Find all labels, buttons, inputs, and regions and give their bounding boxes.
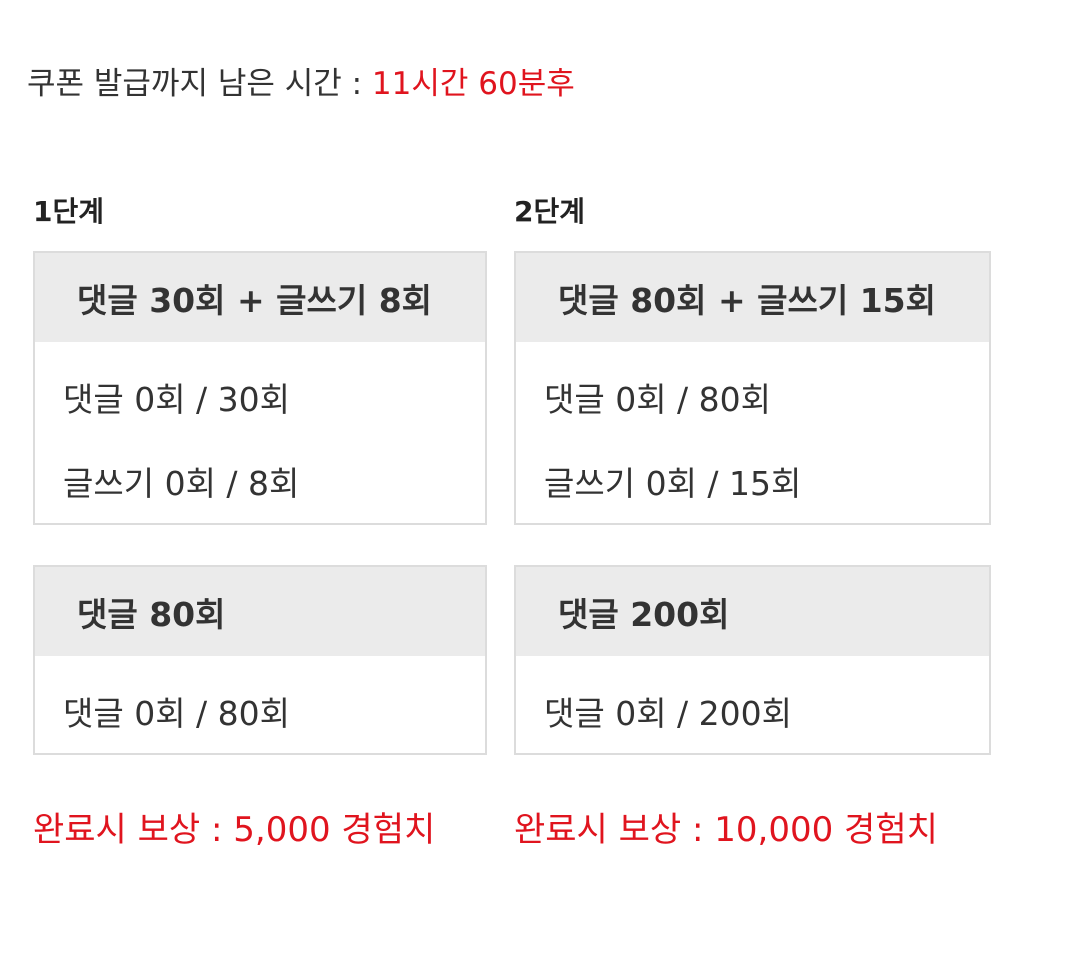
card-heading: 댓글 30회 + 글쓰기 8회 bbox=[35, 253, 485, 342]
progress-row: 댓글 0회 / 200회 bbox=[544, 694, 793, 733]
progress-row: 댓글 0회 / 80회 bbox=[544, 380, 772, 419]
card-heading: 댓글 80회 bbox=[35, 567, 485, 656]
reward: 완료시 보상 : 10,000 경험치 bbox=[514, 810, 938, 850]
coupon-timer: 쿠폰 발급까지 남은 시간 : 11시간 60분후 bbox=[27, 58, 575, 103]
progress-row: 글쓰기 0회 / 8회 bbox=[63, 464, 300, 503]
progress-row: 글쓰기 0회 / 15회 bbox=[544, 464, 802, 503]
progress-row: 댓글 0회 / 30회 bbox=[63, 380, 291, 419]
card-body: 댓글 0회 / 200회 bbox=[516, 656, 989, 753]
timer-label: 쿠폰 발급까지 남은 시간 : bbox=[27, 66, 363, 102]
timer-value: 11시간 60분후 bbox=[371, 66, 575, 102]
stage-title: 2단계 bbox=[514, 195, 586, 228]
card-body: 댓글 0회 / 80회 bbox=[35, 656, 485, 753]
card-heading: 댓글 80회 + 글쓰기 15회 bbox=[516, 253, 989, 342]
reward: 완료시 보상 : 5,000 경험치 bbox=[33, 810, 436, 850]
card-heading: 댓글 200회 bbox=[516, 567, 989, 656]
stage-title: 1단계 bbox=[33, 195, 105, 228]
progress-row: 댓글 0회 / 80회 bbox=[63, 694, 291, 733]
